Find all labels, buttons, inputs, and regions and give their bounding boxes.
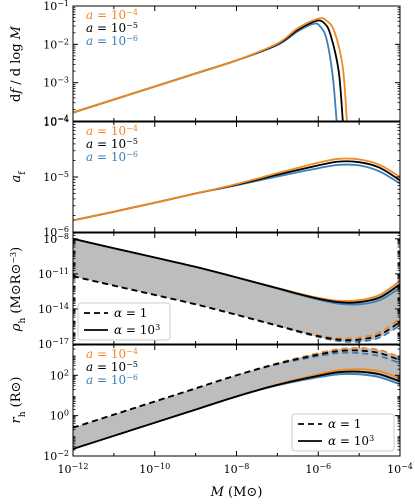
series-line [73, 163, 400, 222]
legend-entry: α = 103 [328, 434, 374, 449]
y-tick-label: 10−5 [43, 170, 69, 185]
legend-entry: a = 10−6 [86, 373, 138, 388]
y-tick-label: 10−1 [43, 0, 69, 13]
x-tick-label: 10−4 [387, 462, 413, 477]
series-line [73, 160, 400, 222]
legend-entry: a = 10−4 [86, 124, 138, 139]
panel-r-h: 10−2 100 102 [43, 344, 401, 464]
plot-area [73, 17, 348, 121]
legend-entry: a = 10−5 [86, 137, 138, 152]
series-line [73, 370, 400, 450]
legend-entry: a = 10−5 [86, 360, 138, 375]
panel-df-dlogM: 10−4 10−3 10−2 10−1 [43, 0, 401, 129]
legend-entry: α = 1 [328, 417, 361, 431]
y-tick-label: 10−8 [43, 231, 69, 246]
legend-entry: a = 10−6 [86, 150, 138, 165]
series-line [73, 349, 400, 429]
series-line [73, 17, 348, 121]
legend-entry: a = 10−4 [86, 8, 138, 23]
panel-rho-h: 10−17 10−14 10−11 10−8 [38, 231, 401, 352]
y-tick-label: 10−11 [38, 266, 69, 281]
legend-entry: α = 1 [114, 306, 147, 320]
legend-entry: a = 10−4 [86, 347, 138, 362]
legend-entry: a = 10−5 [86, 21, 138, 36]
y-tick-label: 10−4 [43, 114, 69, 129]
plot-area [73, 157, 400, 222]
x-tick-label: 10−6 [305, 462, 331, 477]
y-tick-label: 102 [50, 368, 69, 383]
band-fill [73, 347, 400, 449]
legend-entry: a = 10−6 [86, 34, 138, 49]
ylabel-af: af [9, 171, 28, 183]
plot-area [73, 347, 400, 450]
x-tick-label: 10−10 [139, 462, 170, 477]
series-line [73, 237, 400, 304]
y-tick-label: 10−3 [43, 75, 69, 90]
ylabel-rh: rh (R⊙) [9, 377, 28, 424]
series-line [73, 157, 400, 222]
band-fill [73, 238, 400, 342]
ylabel-df: df / d log M [9, 25, 24, 102]
y-tick-label: 10−2 [43, 37, 69, 52]
x-tick-label: 10−8 [224, 462, 250, 477]
x-tick-label: 10−12 [58, 462, 89, 477]
y-tick-label: 10−2 [43, 449, 69, 464]
series-line [73, 275, 400, 342]
y-tick-label: 10−4 [43, 115, 69, 130]
y-tick-label: 10−6 [43, 225, 69, 240]
x-axis-label: M (M⊙) [210, 485, 263, 500]
ylabel-rho: ρh (M⊙R⊙−3) [9, 247, 29, 332]
y-tick-label: 10−17 [38, 337, 69, 352]
y-tick-label: 10−14 [38, 301, 69, 316]
panels: 10−410−310−210−110−610−510−410−1710−1410… [9, 0, 413, 500]
plot-area [73, 237, 400, 343]
y-tick-label: 100 [50, 408, 69, 423]
legend-entry: α = 103 [114, 323, 160, 338]
panel-af: 10−6 10−5 10−4 [43, 115, 401, 240]
